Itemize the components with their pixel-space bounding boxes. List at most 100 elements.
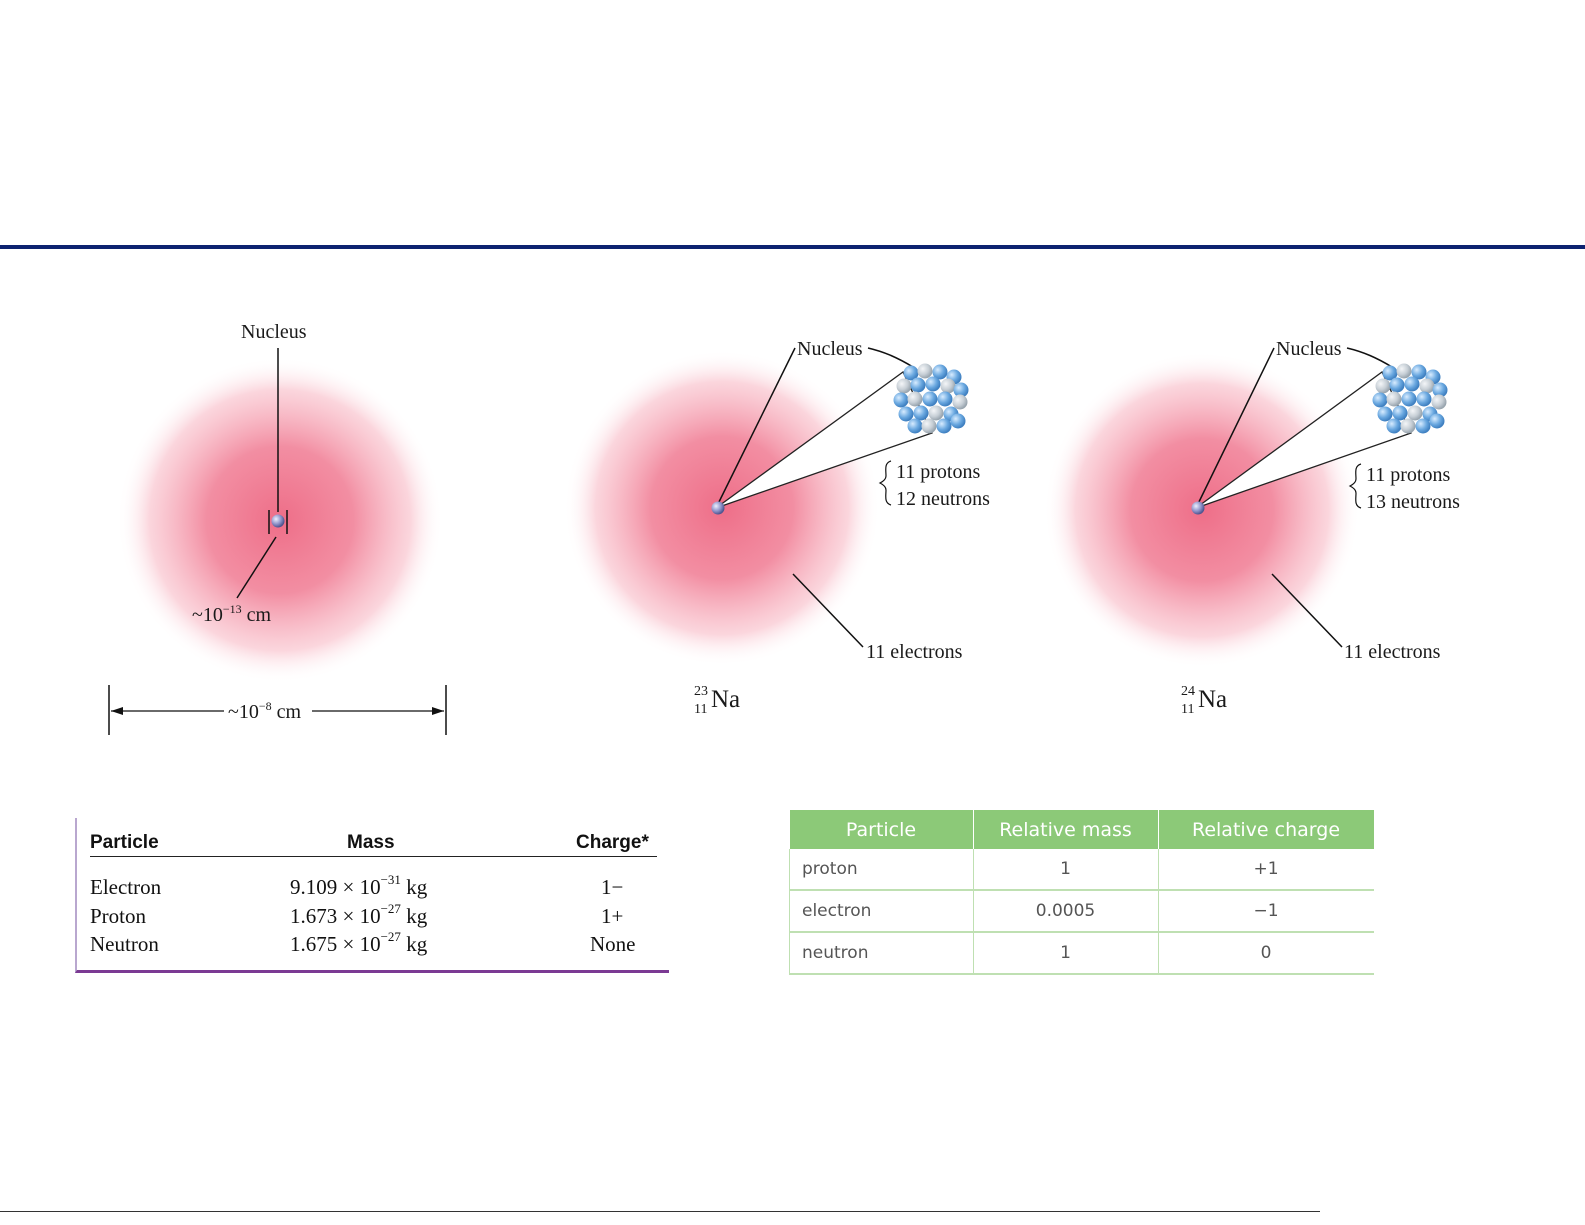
protons-label: 11 protons (1366, 464, 1450, 486)
table-row: neutron 1 0 (789, 932, 1374, 975)
proton-ball (1404, 376, 1420, 392)
proton-ball (1416, 391, 1432, 407)
generic-atom-diagram: Nucleus ~10−13 cm ~10−8 cm (108, 321, 447, 735)
header-divider (90, 856, 657, 857)
neutron-ball (1431, 394, 1447, 410)
proton-ball (937, 391, 953, 407)
proton-ball (922, 391, 938, 407)
mass-number: 24 (1181, 684, 1195, 699)
cell-relative-charge: +1 (1158, 849, 1374, 891)
footer-rule (0, 1211, 1320, 1212)
header-relative-mass: Relative mass (973, 810, 1159, 849)
neutron-ball (928, 405, 944, 421)
header-charge: Charge* (576, 832, 649, 853)
relative-properties-table: Particle Relative mass Relative charge p… (789, 810, 1374, 975)
nucleus-dot (1191, 501, 1205, 515)
table-header-row: Particle Relative mass Relative charge (789, 810, 1374, 849)
proton-ball (1389, 377, 1405, 393)
cell-particle: proton (789, 849, 974, 891)
electrons-label: 11 electrons (866, 641, 963, 663)
row-electron-mass: 9.109 × 10−31 kg (290, 872, 428, 899)
proton-ball (1429, 413, 1445, 429)
proton-ball (1401, 391, 1417, 407)
cell-relative-charge: 0 (1158, 932, 1374, 975)
header-mass: Mass (347, 832, 395, 853)
nucleus-cluster (1372, 363, 1448, 434)
row-neutron-charge: None (590, 932, 636, 956)
proton-ball (936, 418, 952, 434)
proton-ball (898, 406, 914, 422)
neutron-ball (1400, 418, 1416, 434)
electrons-leader-line (792, 573, 864, 648)
element-symbol: Na (1198, 686, 1227, 713)
proton-ball (903, 365, 919, 381)
header-rule (0, 245, 1585, 249)
proton-ball (950, 413, 966, 429)
proton-ball (1432, 382, 1448, 398)
proton-ball (925, 376, 941, 392)
neutron-ball (1375, 378, 1391, 394)
nucleus-label: Nucleus (797, 338, 863, 360)
neutron-ball (940, 378, 956, 394)
proton-ball (1415, 418, 1431, 434)
composition-brace (878, 460, 892, 506)
element-symbol: Na (711, 686, 740, 713)
nucleus-dot (271, 514, 285, 528)
proton-ball (1386, 418, 1402, 434)
proton-ball (910, 377, 926, 393)
cell-particle: electron (789, 890, 974, 933)
atomic-number: 11 (694, 702, 707, 717)
composition-brace (1348, 463, 1362, 509)
nucleus-leader-line-right (1346, 347, 1393, 368)
table-row: proton 1 +1 (789, 849, 1374, 891)
na24-atom-diagram: Nucleus 11 protons 13 neutrons 11 electr… (1044, 338, 1460, 717)
neutron-ball (1407, 405, 1423, 421)
nucleus-label: Nucleus (1276, 338, 1342, 360)
nucleus-leader-line (1195, 347, 1275, 509)
nucleus-cluster (893, 363, 969, 434)
cell-relative-mass: 1 (973, 932, 1159, 975)
nucleus-dot (711, 501, 725, 515)
electrons-label: 11 electrons (1344, 641, 1441, 663)
proton-ball (953, 382, 969, 398)
neutron-ball (921, 418, 937, 434)
header-particle: Particle (789, 810, 974, 849)
cell-particle: neutron (789, 932, 974, 975)
protons-label: 11 protons (896, 461, 980, 483)
proton-ball (913, 405, 929, 421)
arrowhead-right (432, 707, 444, 715)
cell-relative-mass: 0.0005 (973, 890, 1159, 933)
neutron-ball (1386, 391, 1402, 407)
atom-size-label: ~10−8 cm (228, 699, 301, 723)
atomic-number: 11 (1181, 702, 1194, 717)
neutron-ball (907, 391, 923, 407)
mass-number: 23 (694, 684, 708, 699)
proton-ball (1372, 392, 1388, 408)
neutron-ball (1419, 378, 1435, 394)
proton-ball (1377, 406, 1393, 422)
row-proton-mass: 1.673 × 10−27 kg (290, 901, 428, 928)
neutrons-label: 13 neutrons (1366, 491, 1460, 513)
electrons-leader-line (1271, 573, 1343, 648)
row-neutron-particle: Neutron (90, 932, 159, 956)
row-proton-particle: Proton (90, 904, 147, 928)
row-proton-charge: 1+ (601, 904, 624, 928)
nucleus-leader-line (715, 347, 796, 509)
cell-relative-charge: −1 (1158, 890, 1374, 933)
neutron-ball (917, 363, 933, 379)
proton-ball (1392, 405, 1408, 421)
proton-ball (1382, 365, 1398, 381)
proton-ball (932, 364, 948, 380)
proton-ball (1411, 364, 1427, 380)
header-relative-charge: Relative charge (1158, 810, 1374, 849)
arrowhead-left (111, 707, 123, 715)
row-neutron-mass: 1.675 × 10−27 kg (290, 929, 428, 956)
na23-atom-diagram: Nucleus 11 protons 12 neutrons 11 electr… (564, 338, 990, 717)
neutron-ball (952, 394, 968, 410)
nucleus-leader-line-right (867, 347, 914, 368)
cell-relative-mass: 1 (973, 849, 1159, 891)
row-electron-particle: Electron (90, 875, 162, 899)
neutron-ball (1396, 363, 1412, 379)
nucleus-size-leader (236, 536, 277, 599)
proton-ball (907, 418, 923, 434)
